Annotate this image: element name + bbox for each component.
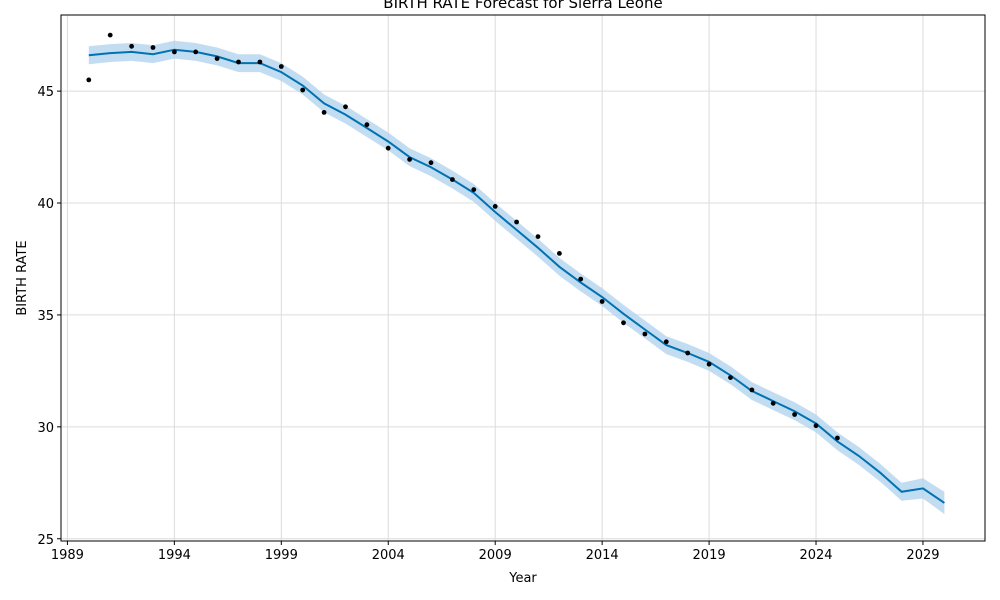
x-tick-label: 2029 bbox=[906, 548, 939, 563]
x-axis: 1989 1994 1999 2004 2009 2014 2019 2024 2029 bbox=[51, 541, 940, 563]
actual-point bbox=[428, 160, 434, 166]
actual-point bbox=[364, 122, 370, 128]
x-tick-label: 2019 bbox=[693, 548, 726, 563]
plot-frame bbox=[60, 14, 986, 542]
actual-point bbox=[770, 400, 776, 406]
grid bbox=[61, 15, 985, 541]
y-tick-label: 40 bbox=[37, 197, 54, 212]
actual-point bbox=[257, 59, 263, 65]
actual-point bbox=[129, 43, 135, 49]
forecast-line bbox=[88, 48, 945, 504]
actual-point bbox=[300, 87, 306, 93]
actual-point bbox=[599, 299, 605, 304]
actual-point bbox=[150, 45, 156, 50]
actual-point bbox=[813, 423, 819, 429]
y-axis-label: BIRTH RATE bbox=[15, 240, 30, 315]
actual-point bbox=[172, 49, 177, 55]
actual-point bbox=[278, 64, 284, 69]
actual-point bbox=[193, 49, 199, 55]
x-tick-label: 1989 bbox=[51, 548, 84, 563]
actual-point bbox=[343, 104, 348, 110]
actual-point bbox=[728, 375, 733, 380]
actual-point bbox=[492, 204, 498, 209]
actual-point bbox=[321, 110, 327, 115]
chart-title: BIRTH RATE Forecast for Sierra Leone bbox=[383, 0, 662, 12]
actual-point bbox=[86, 77, 92, 83]
y-axis: 25 30 35 40 45 bbox=[37, 85, 61, 548]
actual-point bbox=[685, 350, 691, 356]
actual-point bbox=[706, 361, 712, 367]
actual-point bbox=[557, 251, 562, 256]
actual-point bbox=[792, 412, 797, 417]
x-tick-label: 1999 bbox=[265, 548, 298, 563]
actual-point bbox=[578, 276, 584, 282]
actual-points bbox=[86, 32, 840, 441]
actual-point bbox=[107, 32, 113, 38]
y-tick-label: 45 bbox=[37, 85, 54, 100]
actual-point bbox=[214, 56, 220, 61]
y-tick-label: 25 bbox=[37, 533, 54, 548]
actual-point bbox=[514, 219, 519, 225]
y-tick-label: 35 bbox=[37, 309, 54, 324]
actual-point bbox=[385, 145, 391, 151]
x-tick-label: 2004 bbox=[372, 548, 405, 563]
actual-point bbox=[749, 387, 755, 393]
actual-point bbox=[621, 320, 626, 326]
actual-point bbox=[535, 234, 541, 240]
actual-point bbox=[407, 157, 412, 162]
x-tick-label: 2024 bbox=[799, 548, 832, 563]
actual-point bbox=[642, 331, 648, 337]
forecast-line-group bbox=[88, 48, 945, 504]
x-tick-label: 2009 bbox=[479, 548, 512, 563]
actual-point bbox=[236, 59, 241, 65]
actual-point bbox=[471, 187, 477, 193]
x-tick-label: 1994 bbox=[158, 548, 191, 563]
actual-point bbox=[663, 339, 669, 345]
actual-point bbox=[450, 177, 455, 182]
y-tick-label: 30 bbox=[37, 421, 54, 436]
x-axis-label: Year bbox=[508, 571, 537, 586]
x-tick-label: 2014 bbox=[586, 548, 619, 563]
actual-point bbox=[835, 435, 840, 441]
